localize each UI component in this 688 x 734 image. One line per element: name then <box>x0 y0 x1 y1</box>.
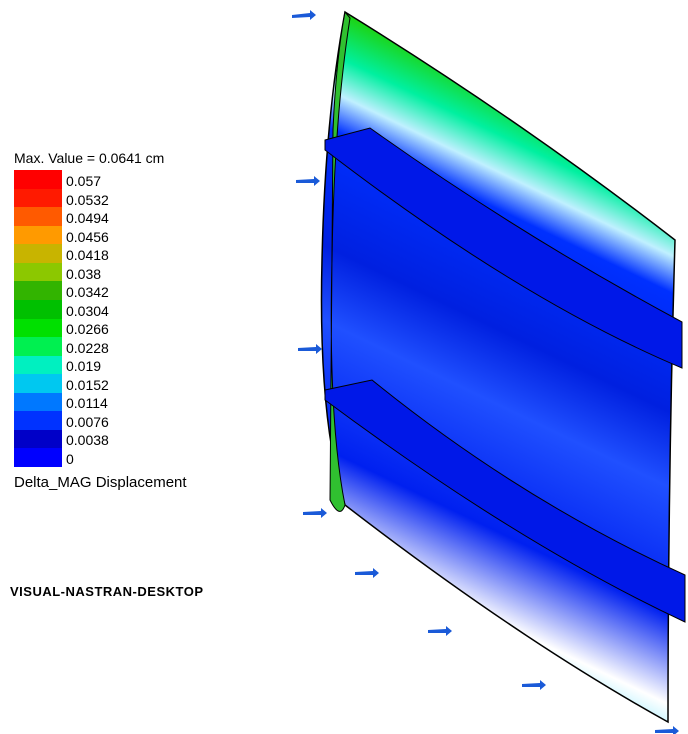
legend-swatch <box>14 189 62 208</box>
legend-label: 0.0304 <box>66 302 109 321</box>
legend-swatch <box>14 244 62 263</box>
legend-swatch <box>14 430 62 449</box>
legend-quantity: Delta_MAG Displacement <box>14 474 187 491</box>
legend-swatch <box>14 411 62 430</box>
legend-label: 0.0456 <box>66 228 109 247</box>
legend-label: 0.0494 <box>66 209 109 228</box>
legend-swatch <box>14 393 62 412</box>
legend-swatch <box>14 374 62 393</box>
legend-title: Max. Value = 0.0641 cm <box>14 150 164 166</box>
legend-swatch <box>14 281 62 300</box>
plate <box>321 12 675 722</box>
legend-color-bar <box>14 170 62 467</box>
legend-label: 0.057 <box>66 172 109 191</box>
legend-label: 0 <box>66 450 109 469</box>
watermark: VISUAL-NASTRAN-DESKTOP <box>10 584 204 599</box>
legend-label: 0.0152 <box>66 376 109 395</box>
legend-swatch <box>14 226 62 245</box>
legend-swatch <box>14 170 62 189</box>
legend-swatch <box>14 300 62 319</box>
legend-label: 0.0114 <box>66 394 109 413</box>
legend-swatch <box>14 448 62 467</box>
legend-swatch <box>14 263 62 282</box>
legend-label: 0.0228 <box>66 339 109 358</box>
legend-label: 0.0266 <box>66 320 109 339</box>
legend-swatch <box>14 356 62 375</box>
screen: {"legend": { "title": "Max. Value = 0.06… <box>0 0 688 734</box>
legend-swatch <box>14 207 62 226</box>
legend-label: 0.0418 <box>66 246 109 265</box>
legend-label: 0.0342 <box>66 283 109 302</box>
legend-label: 0.0076 <box>66 413 109 432</box>
legend-label: 0.019 <box>66 357 109 376</box>
legend-label: 0.0532 <box>66 191 109 210</box>
legend-swatch <box>14 319 62 338</box>
legend-label: 0.038 <box>66 265 109 284</box>
legend-label: 0.0038 <box>66 431 109 450</box>
legend-swatch <box>14 337 62 356</box>
